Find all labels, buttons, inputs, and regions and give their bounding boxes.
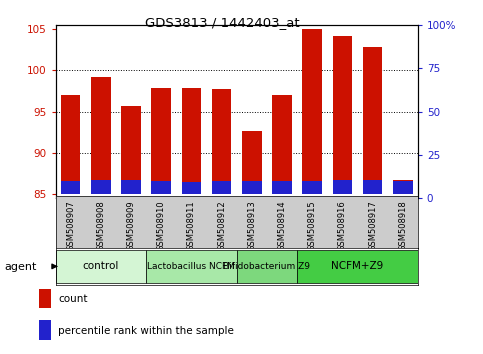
Bar (272, 95, 292, 194)
Text: Bifidobacterium Z9: Bifidobacterium Z9 (223, 262, 311, 271)
Bar (212, 181, 231, 194)
Bar (272, 181, 292, 194)
Text: GSM508913: GSM508913 (247, 201, 256, 251)
Text: GSM508917: GSM508917 (368, 201, 377, 251)
Text: GSM508916: GSM508916 (338, 201, 347, 251)
Bar (61, 95, 81, 194)
Bar (91, 77, 111, 194)
Text: count: count (58, 294, 87, 304)
Bar (302, 181, 322, 194)
FancyBboxPatch shape (146, 250, 237, 283)
Bar (363, 180, 383, 194)
Bar (61, 181, 81, 194)
Bar (212, 89, 231, 194)
Bar (91, 180, 111, 194)
Bar (332, 180, 352, 194)
Text: agent: agent (5, 262, 37, 272)
Text: GSM508914: GSM508914 (277, 201, 286, 251)
Text: GSM508908: GSM508908 (96, 201, 105, 251)
Text: GSM508915: GSM508915 (308, 201, 317, 251)
Bar (242, 181, 262, 194)
Text: Lactobacillus NCFM: Lactobacillus NCFM (147, 262, 235, 271)
Bar (363, 47, 383, 194)
Text: GSM508910: GSM508910 (156, 201, 166, 251)
FancyBboxPatch shape (297, 250, 418, 283)
Text: GSM508911: GSM508911 (187, 201, 196, 251)
Bar (121, 106, 141, 194)
Bar (302, 29, 322, 194)
Text: GSM508918: GSM508918 (398, 201, 407, 251)
Text: GSM508912: GSM508912 (217, 201, 226, 251)
Text: GSM508909: GSM508909 (127, 201, 136, 251)
Text: GDS3813 / 1442403_at: GDS3813 / 1442403_at (145, 16, 299, 29)
Bar (151, 181, 171, 194)
Bar (393, 180, 412, 194)
Bar (242, 131, 262, 194)
Bar (121, 180, 141, 194)
Bar (182, 88, 201, 194)
Bar (182, 182, 201, 194)
FancyBboxPatch shape (237, 250, 297, 283)
Text: control: control (83, 261, 119, 272)
Bar (332, 36, 352, 194)
Text: NCFM+Z9: NCFM+Z9 (331, 261, 384, 272)
Text: GSM508907: GSM508907 (66, 201, 75, 251)
FancyBboxPatch shape (56, 250, 146, 283)
Bar (393, 181, 412, 194)
Text: percentile rank within the sample: percentile rank within the sample (58, 326, 234, 336)
Bar (151, 87, 171, 194)
